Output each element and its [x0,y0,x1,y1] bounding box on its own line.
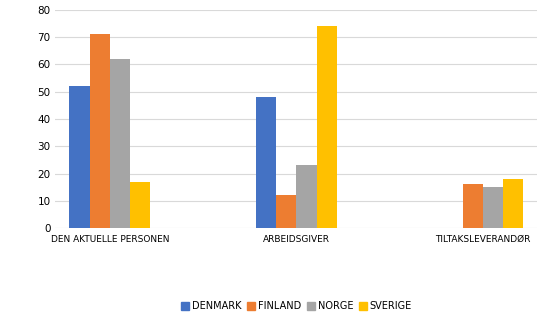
Bar [276,195,296,228]
Legend: DENMARK, FINLAND, NORGE, SVERIGE: DENMARK, FINLAND, NORGE, SVERIGE [177,297,416,315]
Bar [130,182,150,228]
Bar [69,86,90,228]
Bar [483,187,503,228]
Bar [463,184,483,228]
Bar [296,165,316,228]
Bar [110,59,130,228]
Bar [316,26,337,228]
Bar [503,179,524,228]
Bar [256,97,276,228]
Bar [90,34,110,228]
